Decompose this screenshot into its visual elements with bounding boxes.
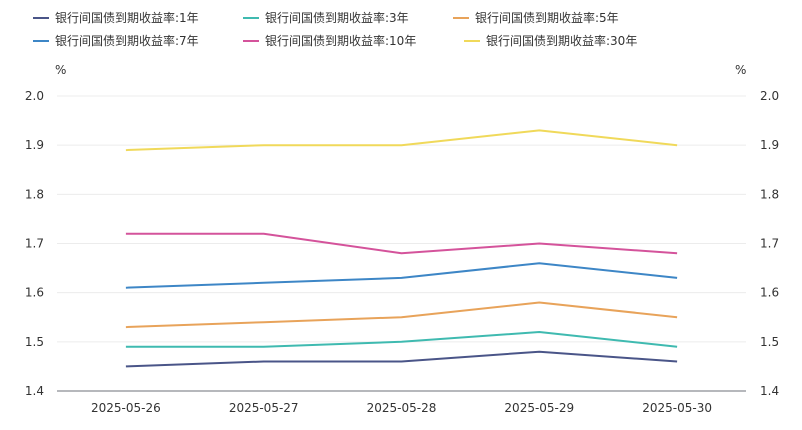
y-tick-label-left: 1.8 <box>25 187 44 201</box>
legend-label: 银行间国债到期收益率:7年 <box>55 33 199 48</box>
y-tick-label-right: 1.7 <box>760 237 779 251</box>
x-tick-label: 2025-05-29 <box>504 401 574 415</box>
x-tick-label: 2025-05-26 <box>91 401 161 415</box>
y-axis-left: 1.4 1.5 1.6 1.7 1.8 1.9 2.0 <box>25 89 44 398</box>
gridlines <box>57 95 746 343</box>
legend: 银行间国债到期收益率:1年 银行间国债到期收益率:3年 银行间国债到期收益率:5年银… <box>33 10 637 48</box>
y-tick-label-right: 1.4 <box>760 384 779 398</box>
legend-label: 银行间国债到期收益率:30年 <box>486 33 637 48</box>
y-tick-label-right: 1.6 <box>760 286 779 300</box>
y-tick-label-left: 1.4 <box>25 384 44 398</box>
y-tick-label-left: 1.9 <box>25 138 44 152</box>
series-line[interactable] <box>125 232 678 255</box>
legend-label: 银行间国债到期收益率:3年 <box>265 10 409 25</box>
y-axis-right: 1.4 1.5 1.6 1.7 1.8 1.9 2.0 <box>760 89 779 398</box>
y-axis-unit-left: % <box>55 63 66 77</box>
x-tick-label: 2025-05-30 <box>642 401 712 415</box>
y-axis-unit-right: % <box>735 63 746 77</box>
series-line[interactable] <box>125 301 678 329</box>
legend-item[interactable]: 银行间国债到期收益率:1年 <box>33 10 199 25</box>
legend-item[interactable]: 银行间国债到期收益率:30年 <box>464 33 637 48</box>
series-line[interactable] <box>125 350 678 368</box>
y-tick-label-left: 2.0 <box>25 89 44 103</box>
series-line[interactable] <box>125 262 678 289</box>
legend-item[interactable]: 银行间国债到期收益率:7年 <box>33 33 199 48</box>
x-tick-label: 2025-05-28 <box>367 401 437 415</box>
series-line[interactable] <box>125 331 678 348</box>
legend-item[interactable]: 银行间国债到期收益率:5年 <box>453 10 619 25</box>
y-tick-label-right: 1.5 <box>760 335 779 349</box>
legend-label: 银行间国债到期收益率:10年 <box>265 33 416 48</box>
legend-label: 银行间国债到期收益率:1年 <box>55 10 199 25</box>
y-tick-label-right: 2.0 <box>760 89 779 103</box>
y-tick-label-left: 1.7 <box>25 237 44 251</box>
legend-item[interactable]: 银行间国债到期收益率:3年 <box>243 10 409 25</box>
y-tick-label-right: 1.9 <box>760 138 779 152</box>
y-tick-label-right: 1.8 <box>760 187 779 201</box>
series-line[interactable] <box>125 129 678 152</box>
legend-label: 银行间国债到期收益率:5年 <box>475 10 619 25</box>
x-axis: 2025-05-26 2025-05-27 2025-05-28 2025-05-29… <box>91 401 712 415</box>
x-tick-label: 2025-05-27 <box>229 401 299 415</box>
y-tick-label-left: 1.6 <box>25 286 44 300</box>
y-tick-label-left: 1.5 <box>25 335 44 349</box>
legend-item[interactable]: 银行间国债到期收益率:10年 <box>243 33 416 48</box>
series-lines <box>125 129 678 368</box>
